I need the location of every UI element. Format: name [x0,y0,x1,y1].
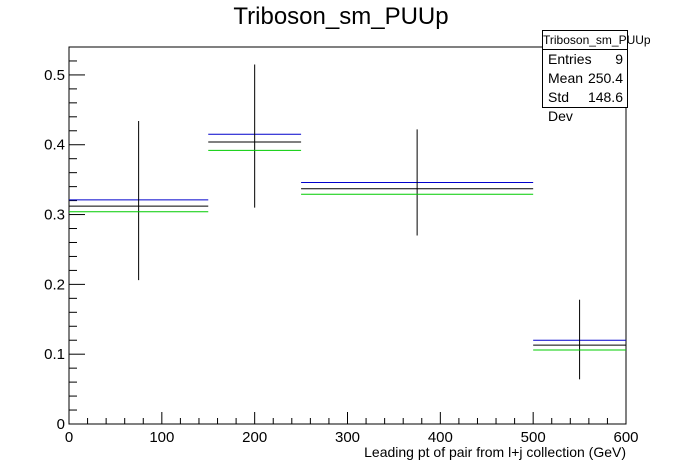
x-tick-label: 300 [335,429,360,446]
y-tick-label: 0.3 [44,207,65,224]
y-tick-label: 0 [57,416,65,433]
x-tick-label: 400 [428,429,453,446]
axes: 0 100 200 300 400 500 600 0 0.1 0.2 0.3 0.4 0.5 [44,46,639,446]
x-tick-label: 100 [149,429,174,446]
x-tick-label: 600 [613,429,638,446]
stats-value: 9 [615,51,623,67]
stats-title: Triboson_sm_PUUp [543,31,651,50]
stats-value: 148.6 [587,89,623,105]
stats-row-stddev: Std Dev 148.6 [543,88,627,124]
stats-label: Mean [548,70,584,86]
x-tick-label: 0 [65,429,73,446]
stats-label: Entries [548,51,592,67]
stats-box: Triboson_sm_PUUp Entries 9 Mean 250.4 St… [542,30,651,124]
stats-value: 250.4 [587,70,623,86]
stats-row-entries: Entries 9 [543,50,627,69]
y-tick-label: 0.4 [44,137,65,154]
x-tick-label: 200 [242,429,267,446]
y-tick-label: 0.1 [44,346,65,363]
stats-row-mean: Mean 250.4 [543,69,627,88]
stats-label: Std Dev [548,89,573,124]
histogram-marks [69,64,626,380]
x-tick-label: 500 [521,429,546,446]
x-axis-label: Leading pt of pair from l+j collection (… [364,444,626,460]
y-tick-label: 0.2 [44,276,65,293]
y-tick-label: 0.5 [44,67,65,84]
chart-title: Triboson_sm_PUUp [233,3,448,30]
